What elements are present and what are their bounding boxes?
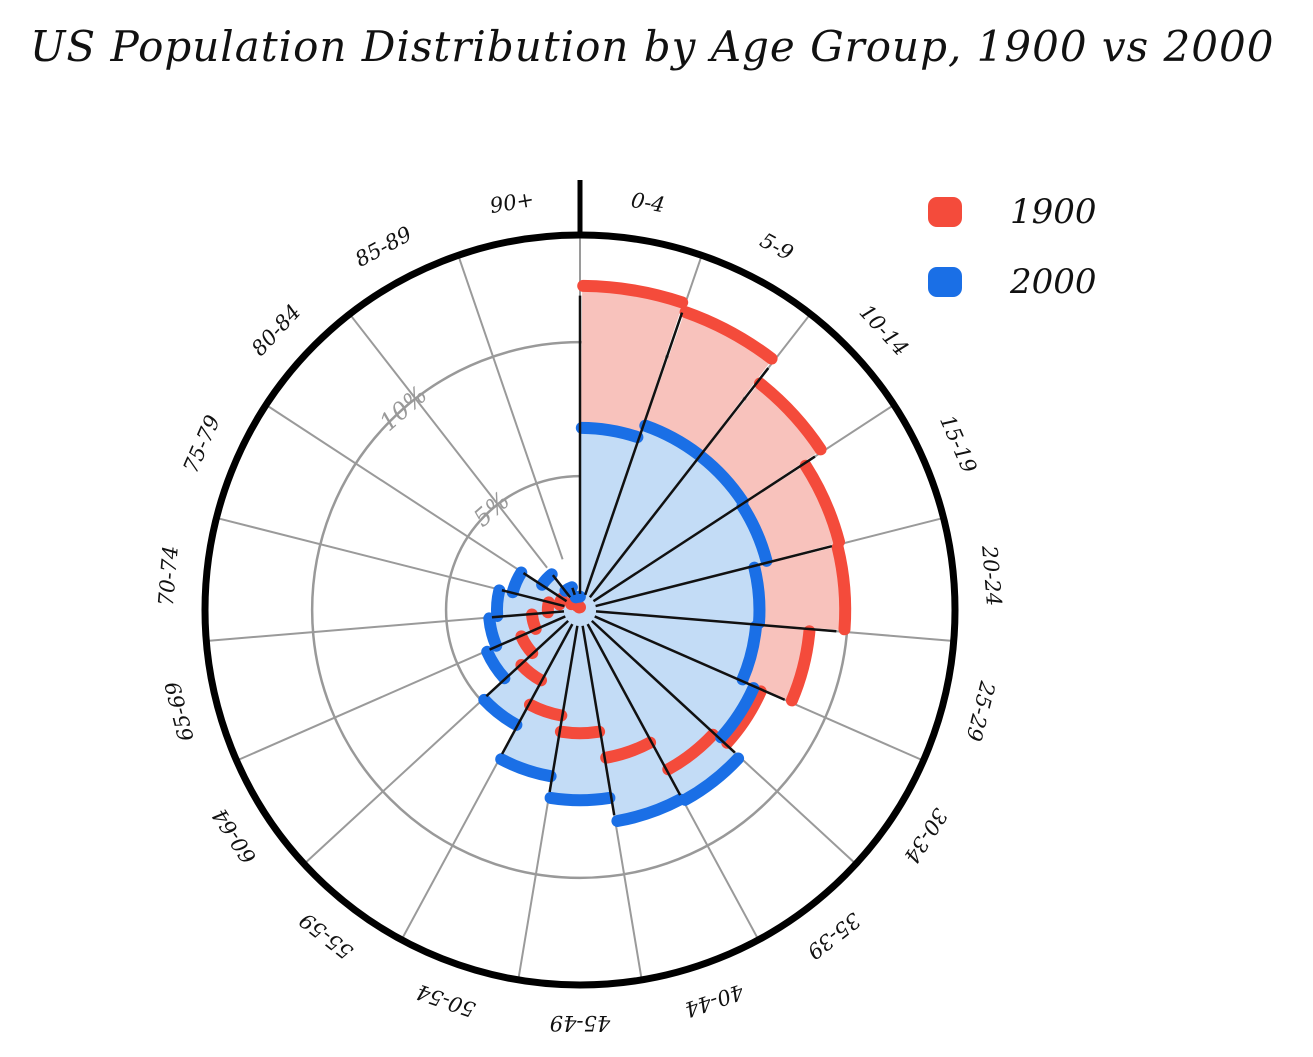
bar-rim-2000-55-59: [478, 693, 523, 731]
series-outlines: [478, 279, 852, 827]
angular-gridline: [206, 613, 527, 642]
category-tick-label-40-44: 40-44: [682, 979, 748, 1022]
category-tick-label-80-84: 80-84: [247, 300, 306, 361]
category-tick-label-55-59: 55-59: [295, 908, 358, 964]
bar-separator: [501, 589, 565, 608]
bar-rim-2000-5-9: [639, 419, 705, 461]
angular-gridline: [457, 254, 564, 560]
bar-rim-2000-85-89: [559, 581, 578, 597]
bar-rim-2000-0-4: [575, 421, 644, 444]
bar-separator: [586, 623, 682, 796]
bar-rim-1900-35-39: [662, 728, 719, 776]
category-tick-label-85-89: 85-89: [351, 222, 416, 272]
category-tick-label-20-24: 20-24: [977, 544, 1006, 607]
chart-title: US Population Distribution by Age Group,…: [30, 22, 1275, 71]
bar-rim-2000-15-19: [736, 500, 773, 567]
bar-rim-2000-35-39: [679, 752, 745, 806]
bar-rim-1900-45-49: [554, 725, 606, 740]
legend-label-2000: 2000: [1010, 262, 1097, 302]
category-tick-label-45-49: 45-49: [550, 1011, 612, 1035]
category-tick-label-50-54: 50-54: [413, 979, 478, 1021]
bar-rim-1900-0-4: [577, 279, 689, 309]
bar-rim-2000-30-34: [715, 682, 760, 744]
angular-gridline: [348, 313, 548, 569]
bar-rim-2000-80-84: [536, 568, 558, 591]
bar-separator: [595, 545, 833, 608]
legend-item-2000: 2000: [928, 262, 1097, 302]
legend-label-1900: 1900: [1010, 192, 1097, 232]
bar-separator: [500, 623, 574, 755]
category-tick-label-65-69: 65-69: [161, 679, 199, 744]
bar-rim-2000-10-14: [695, 450, 749, 508]
bar-rim-1900-10-14: [754, 377, 827, 456]
category-tick-label-60-64: 60-64: [208, 804, 261, 868]
category-tick-label-90+: 90+: [488, 187, 536, 218]
bar-separator: [489, 615, 566, 651]
bar-rim-1900-70-74: [541, 596, 555, 619]
bar-rim-2000-65-69: [483, 612, 503, 652]
category-tick-label-30-34: 30-34: [899, 804, 952, 868]
category-tick-label-35-39: 35-39: [802, 908, 865, 964]
bar-separator: [491, 610, 565, 619]
bar-rim-2000-45-49: [544, 791, 616, 807]
category-tick-label-10-14: 10-14: [855, 300, 914, 361]
bar-rim-2000-50-54: [495, 753, 557, 783]
bar-separator: [551, 574, 572, 599]
bar-separator: [571, 587, 576, 596]
bar-separator: [584, 312, 684, 596]
axis-layer: [201, 180, 959, 989]
bar-rim-2000-70-74: [490, 584, 506, 622]
bar-rim-1900-30-34: [721, 685, 767, 749]
angular-gridline: [265, 404, 536, 582]
angular-gridline: [216, 516, 529, 598]
bar-separator: [588, 367, 770, 599]
bar-rim-1900-5-9: [679, 306, 778, 365]
bar-separator: [485, 619, 570, 698]
bar-rim-1900-15-19: [799, 459, 845, 548]
category-tick-label-15-19: 15-19: [935, 412, 981, 477]
bar-rim-2000-90+: [569, 590, 586, 604]
bar-rim-2000-40-44: [611, 793, 687, 827]
category-tick-label-75-79: 75-79: [179, 412, 225, 477]
category-tick-label-70-74: 70-74: [154, 545, 183, 607]
category-tick-label-25-29: 25-29: [961, 678, 999, 744]
bar-separator: [595, 610, 837, 633]
category-tick-label-5-9: 5-9: [756, 228, 797, 265]
legend-swatch-1900: [928, 197, 962, 227]
bar-separator: [592, 455, 816, 603]
category-tick-label-0-4: 0-4: [629, 188, 666, 217]
bar-rim-2000-25-29: [736, 620, 762, 686]
bar-separator: [590, 619, 736, 754]
bar-rim-1900-40-44: [600, 736, 657, 764]
bar-separator: [522, 572, 568, 603]
bar-rim-1900-65-69: [526, 608, 542, 635]
bar-separator: [581, 625, 616, 816]
bar-rim-1900-25-29: [785, 625, 816, 707]
bar-rim-1900-20-24: [831, 541, 852, 636]
bar-rim-2000-20-24: [748, 561, 766, 629]
legend-item-1900: 1900: [928, 192, 1097, 232]
bar-separator: [594, 615, 786, 701]
bar-separator: [548, 625, 579, 793]
legend-swatch-2000: [928, 267, 962, 297]
